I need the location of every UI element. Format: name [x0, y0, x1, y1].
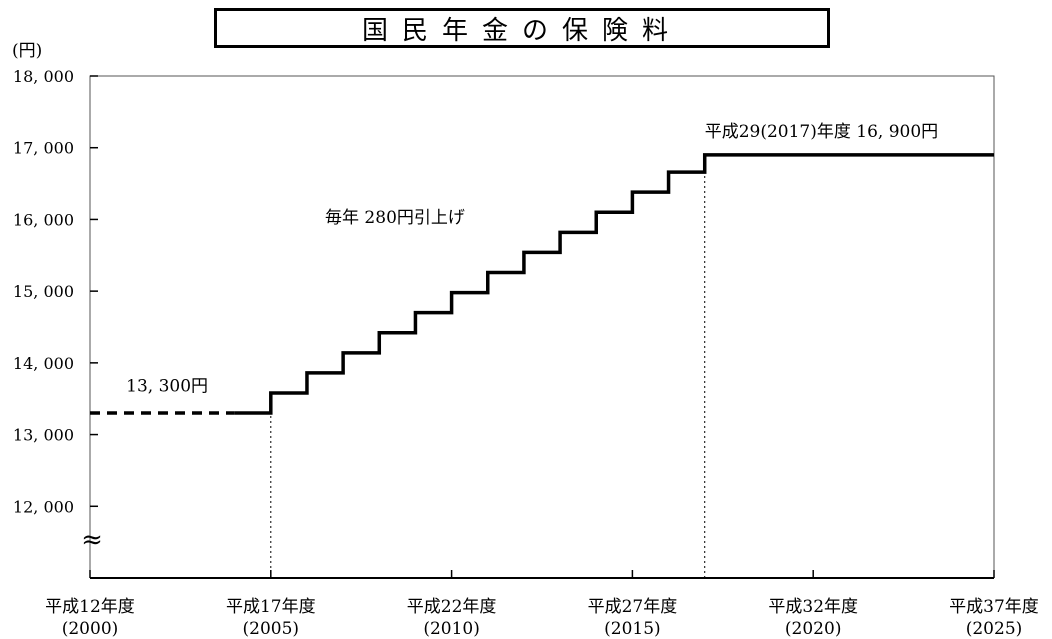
- y-tick-label: 17, 000: [13, 139, 74, 158]
- x-tick-year-label: (2025): [966, 619, 1023, 639]
- x-tick-label: 平成32年度: [768, 597, 858, 617]
- x-tick-label: 平成17年度: [226, 597, 316, 617]
- y-tick-label: 13, 000: [13, 426, 74, 445]
- premium-step-line: [234, 153, 994, 415]
- annotation-label: 平成29(2017)年度 16, 900円: [705, 122, 938, 142]
- x-tick-label: 平成22年度: [407, 597, 497, 617]
- chart-title: 国民年金の保険料: [214, 8, 830, 48]
- x-tick-year-label: (2015): [604, 619, 661, 639]
- y-tick-label: 12, 000: [13, 497, 74, 516]
- x-tick-year-label: (2000): [62, 619, 119, 639]
- y-tick-label: 15, 000: [13, 282, 74, 301]
- x-tick-year-label: (2005): [243, 619, 300, 639]
- chart-title-text: 国民年金の保険料: [361, 15, 682, 46]
- y-tick-label: 18, 000: [13, 67, 74, 86]
- x-tick-year-label: (2010): [423, 619, 480, 639]
- annotation-label: 13, 300円: [126, 377, 208, 397]
- x-tick-year-label: (2020): [785, 619, 842, 639]
- y-tick-label: 16, 000: [13, 210, 74, 229]
- annotation-label: 毎年 280円引上げ: [325, 208, 465, 228]
- x-tick-label: 平成37年度: [949, 597, 1039, 617]
- axis-break-symbol: ≈: [81, 525, 103, 555]
- x-tick-label: 平成27年度: [588, 597, 678, 617]
- plot-frame: [89, 75, 995, 578]
- x-tick-label: 平成12年度: [45, 597, 135, 617]
- y-tick-label: 14, 000: [13, 354, 74, 373]
- y-axis-unit-label: (円): [12, 41, 43, 61]
